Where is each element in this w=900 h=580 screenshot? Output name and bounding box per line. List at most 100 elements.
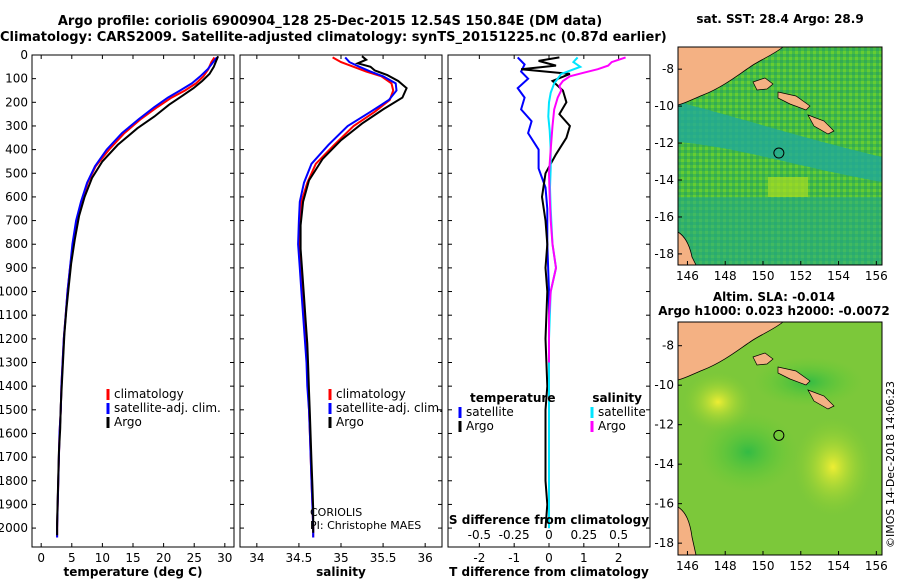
legend-title-temperature: temperature bbox=[470, 391, 555, 405]
legend-title-salinity: salinity bbox=[592, 391, 642, 405]
legend-entry: satellite-adj. clim. bbox=[114, 401, 221, 415]
x-tick-label: 0 bbox=[545, 551, 553, 565]
y-tick-label: 1000 bbox=[0, 285, 28, 299]
x-tick-label: 5 bbox=[68, 551, 76, 565]
land-australia bbox=[677, 231, 697, 266]
map-title: sat. SST: 28.4 Argo: 28.9 bbox=[696, 12, 863, 26]
x-tick-label: 34 bbox=[249, 551, 264, 565]
x-tick-label: 146 bbox=[676, 559, 699, 573]
x-tick-label: 146 bbox=[676, 269, 699, 283]
y-tick-label: 1800 bbox=[0, 474, 28, 488]
annotation-text: PI: Christophe MAES bbox=[310, 519, 421, 532]
x-tick-label: 10 bbox=[95, 551, 110, 565]
plot-frame bbox=[239, 54, 443, 548]
legend-entry: Argo bbox=[114, 415, 142, 429]
x-axis-label: temperature (deg C) bbox=[64, 565, 203, 579]
y-tick-label: -18 bbox=[654, 247, 674, 261]
y-tick-label: 500 bbox=[5, 166, 28, 180]
map-panel-sst: 146 148 150 152 154 156 -8 -10 -12 -14 -16 -18 sat. … bbox=[654, 12, 887, 283]
land-island bbox=[807, 114, 835, 135]
x-axis-label: salinity bbox=[316, 565, 366, 579]
x-tick-label: 2 bbox=[615, 551, 623, 565]
y-tick-label: -10 bbox=[654, 378, 674, 392]
series-line-salinity-argo bbox=[547, 56, 626, 363]
x-tick-label: 20 bbox=[156, 551, 171, 565]
land-new-guinea bbox=[677, 46, 785, 106]
legend-entry: satellite bbox=[598, 405, 646, 419]
land-australia bbox=[677, 506, 697, 556]
y-tick-label: 1600 bbox=[0, 426, 28, 440]
legend-entry: Argo bbox=[598, 419, 626, 433]
y-tick-label: 700 bbox=[5, 214, 28, 228]
sla-high-anomaly bbox=[793, 417, 873, 517]
x-top-tick-label: -0.5 bbox=[468, 528, 491, 542]
y-tick-label: 1500 bbox=[0, 403, 28, 417]
map-subtitle: Argo h1000: 0.023 h2000: -0.0072 bbox=[658, 304, 889, 318]
figure-title-line2: Climatology: CARS2009. Satellite-adjuste… bbox=[0, 30, 667, 45]
map-frame bbox=[677, 46, 883, 266]
land-island bbox=[752, 77, 774, 91]
x-top-tick-label: -0.25 bbox=[499, 528, 530, 542]
y-tick-label: 900 bbox=[5, 261, 28, 275]
legend-entry: satellite-adj. clim. bbox=[336, 401, 443, 415]
sla-low-anomaly bbox=[698, 412, 798, 492]
y-tick-label: -16 bbox=[654, 497, 674, 511]
x-tick-label: 154 bbox=[827, 269, 850, 283]
sst-south-field bbox=[678, 197, 882, 265]
imos-watermark: ©IMOS 14-Dec-2018 14:06:23 bbox=[884, 381, 897, 548]
x-tick-label: 25 bbox=[187, 551, 202, 565]
x-tick-label: 30 bbox=[217, 551, 232, 565]
x-tick-label: 152 bbox=[789, 559, 812, 573]
legend-entry: Argo bbox=[466, 419, 494, 433]
x-tick-label: 150 bbox=[752, 559, 775, 573]
x-tick-label: 15 bbox=[125, 551, 140, 565]
y-tick-label: -10 bbox=[654, 99, 674, 113]
x-tick-label: 148 bbox=[714, 269, 737, 283]
x-tick-label: -2 bbox=[473, 551, 485, 565]
y-tick-label: 1900 bbox=[0, 497, 28, 511]
x-tick-label: 1 bbox=[580, 551, 588, 565]
legend-entry: Argo bbox=[336, 415, 364, 429]
y-tick-label: 100 bbox=[5, 72, 28, 86]
x-tick-label: 35 bbox=[333, 551, 348, 565]
x-tick-label: 150 bbox=[752, 269, 775, 283]
y-tick-label: 1700 bbox=[0, 450, 28, 464]
x-axis-label-top: S difference from climatology bbox=[449, 513, 649, 527]
x-tick-label: 152 bbox=[789, 269, 812, 283]
y-tick-label: -14 bbox=[654, 173, 674, 187]
y-tick-label: -8 bbox=[662, 62, 674, 76]
y-tick-label: 300 bbox=[5, 119, 28, 133]
y-tick-label: -18 bbox=[654, 536, 674, 550]
sst-cool-band bbox=[678, 102, 882, 182]
x-tick-label: 154 bbox=[827, 559, 850, 573]
x-tick-label: 34.5 bbox=[286, 551, 313, 565]
x-top-tick-label: 0 bbox=[545, 528, 553, 542]
y-tick-label: 1300 bbox=[0, 356, 28, 370]
y-tick-label: 1200 bbox=[0, 332, 28, 346]
legend-entry: climatology bbox=[114, 387, 184, 401]
figure-title-line1: Argo profile: coriolis 6900904_128 25-De… bbox=[57, 14, 603, 29]
chart-panel-temperature: 0100200300400500600700800900100011001200… bbox=[0, 48, 235, 579]
series-line-argo bbox=[56, 55, 220, 536]
legend-entry: climatology bbox=[336, 387, 406, 401]
series-line-salinity-satellite bbox=[547, 56, 583, 529]
argo-position-marker bbox=[773, 429, 785, 441]
x-tick-label: 36 bbox=[418, 551, 433, 565]
y-tick-label: 2000 bbox=[0, 521, 28, 535]
land-new-guinea bbox=[677, 321, 785, 381]
sst-warm-patch bbox=[768, 177, 808, 197]
x-tick-label: 148 bbox=[714, 559, 737, 573]
y-tick-label: 600 bbox=[5, 190, 28, 204]
y-tick-label: -12 bbox=[654, 136, 674, 150]
annotation-text: CORIOLIS bbox=[310, 506, 362, 519]
land-island bbox=[807, 389, 835, 410]
y-tick-label: 1400 bbox=[0, 379, 28, 393]
x-tick-label: 35.5 bbox=[370, 551, 397, 565]
plot-frame bbox=[31, 54, 235, 548]
y-tick-label: 400 bbox=[5, 143, 28, 157]
x-tick-label: 0 bbox=[37, 551, 45, 565]
land-island bbox=[777, 366, 811, 386]
y-tick-label: -12 bbox=[654, 418, 674, 432]
series-line-temperature-argo bbox=[520, 56, 572, 529]
